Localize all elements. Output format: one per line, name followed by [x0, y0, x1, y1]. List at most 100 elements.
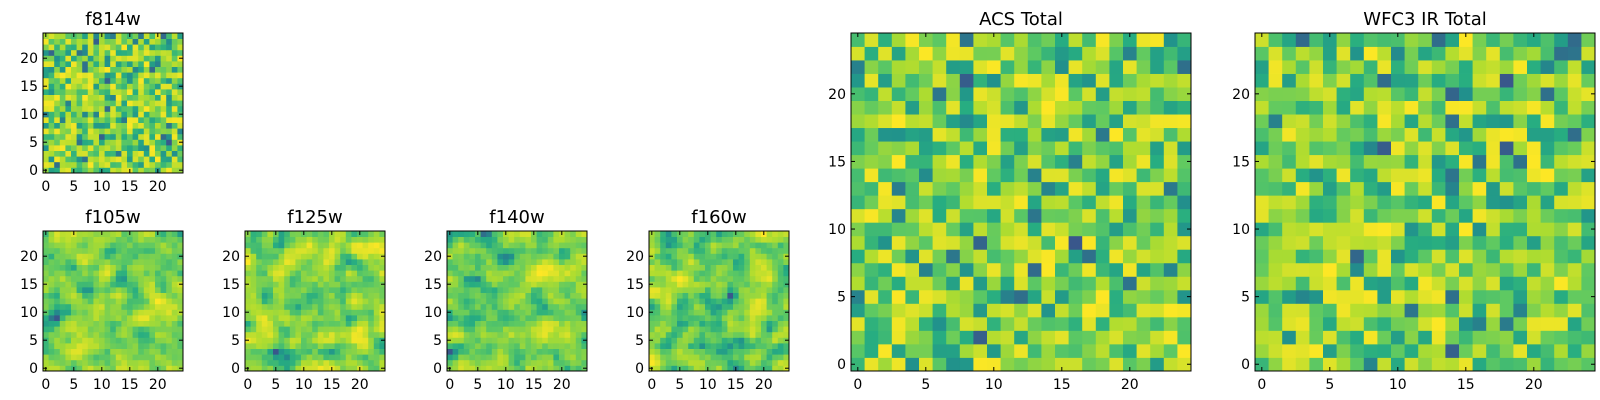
heatmap-cell [1486, 289, 1501, 304]
heatmap-cell [93, 365, 100, 372]
heatmap-cell [93, 145, 100, 151]
heatmap-cell [932, 316, 947, 331]
heatmap-cell [340, 348, 347, 355]
heatmap-cell [312, 337, 319, 344]
heatmap-cell [1418, 262, 1433, 277]
heatmap-cell [1445, 168, 1460, 183]
heatmap-cell [665, 337, 672, 344]
heatmap-cell [491, 270, 498, 277]
heatmap-cell [480, 331, 487, 338]
heatmap-cell [519, 331, 526, 338]
heatmap-cell [699, 354, 706, 361]
heatmap-cell [71, 281, 77, 288]
heatmap-cell [1404, 127, 1419, 142]
heatmap-cell [261, 281, 268, 288]
heatmap-cell [351, 354, 358, 361]
heatmap-cell [1404, 141, 1419, 156]
heatmap-cell [1554, 60, 1569, 74]
heatmap-cell [891, 303, 906, 318]
heatmap-cell [71, 253, 77, 260]
heatmap-cell [76, 94, 83, 101]
heatmap-cell [891, 154, 906, 169]
heatmap-cell [317, 231, 324, 237]
heatmap-cell [93, 122, 100, 129]
heatmap-cell [65, 167, 72, 174]
heatmap-cell [531, 247, 537, 254]
heatmap-cell [575, 303, 582, 310]
heatmap-cell [138, 105, 145, 112]
heatmap-cell [357, 275, 363, 282]
heatmap-cell [1150, 249, 1165, 264]
heatmap-cell [1567, 357, 1582, 372]
heatmap-cell [503, 331, 509, 338]
heatmap-cell [891, 276, 906, 291]
heatmap-cell [1459, 208, 1473, 223]
heatmap-cell [54, 287, 61, 293]
heatmap-cell [766, 247, 773, 254]
heatmap-cell [1082, 208, 1097, 223]
heatmap-cell [559, 270, 565, 277]
heatmap-cell [1123, 195, 1137, 210]
heatmap-cell [1350, 303, 1365, 318]
heatmap-cell [1027, 222, 1042, 237]
heatmap-cell [1068, 316, 1083, 331]
heatmap-cell [1527, 262, 1541, 277]
heatmap-cell [1309, 100, 1324, 115]
heatmap-cell [1472, 114, 1487, 129]
heatmap-cell [59, 264, 66, 271]
heatmap-cell [559, 348, 565, 355]
heatmap-cell [54, 292, 61, 299]
heatmap-cell [1486, 195, 1501, 210]
heatmap-cell [559, 303, 565, 310]
heatmap-cell [65, 298, 72, 305]
heatmap-cell [312, 303, 319, 310]
heatmap-cell [1527, 289, 1541, 304]
heatmap-cell [1431, 168, 1446, 183]
heatmap-cell [65, 100, 72, 107]
heatmap-cell [447, 264, 453, 271]
heatmap-cell [946, 303, 961, 318]
heatmap-cell [110, 287, 117, 293]
heatmap-cell [1554, 181, 1569, 196]
heatmap-cell [761, 264, 767, 271]
heatmap-cell [65, 275, 72, 282]
heatmap-cell [744, 354, 751, 361]
heatmap-cell [115, 145, 122, 151]
heatmap-cell [508, 309, 515, 316]
heatmap-cell [536, 287, 543, 293]
heatmap-cell [284, 281, 291, 288]
heatmap-cell [749, 343, 756, 349]
heatmap-cell [1000, 100, 1015, 115]
heatmap-cell [1255, 60, 1269, 74]
heatmap-cell [1177, 208, 1192, 223]
heatmap-cell [1486, 60, 1501, 74]
heatmap-cell [1336, 141, 1351, 156]
heatmap-cell [519, 354, 526, 361]
heatmap-cell [132, 33, 139, 39]
heatmap-cell [919, 181, 933, 196]
heatmap-cell [267, 337, 274, 344]
heatmap-cell [486, 247, 493, 254]
heatmap-cell [458, 247, 465, 254]
y-tick-label: 0 [29, 163, 38, 179]
heatmap-cell [87, 359, 94, 366]
heatmap-cell [334, 281, 341, 288]
heatmap-cell [688, 253, 695, 260]
heatmap-cell [1459, 141, 1473, 156]
heatmap-cell [1323, 141, 1337, 156]
heatmap-cell [1082, 276, 1097, 291]
heatmap-cell [932, 46, 947, 61]
heatmap-cell [721, 354, 728, 361]
heatmap-cell [761, 337, 767, 344]
heatmap-cell [705, 275, 711, 282]
heatmap-cell [138, 348, 145, 355]
heatmap-cell [54, 44, 61, 51]
heatmap-cell [1554, 330, 1569, 345]
heatmap-cell [121, 83, 128, 90]
heatmap-cell [306, 264, 313, 271]
heatmap-cell [87, 326, 94, 333]
heatmap-cell [1404, 316, 1419, 331]
heatmap-cell [54, 38, 61, 45]
heatmap-cell [755, 331, 762, 338]
heatmap-cell [716, 348, 723, 355]
